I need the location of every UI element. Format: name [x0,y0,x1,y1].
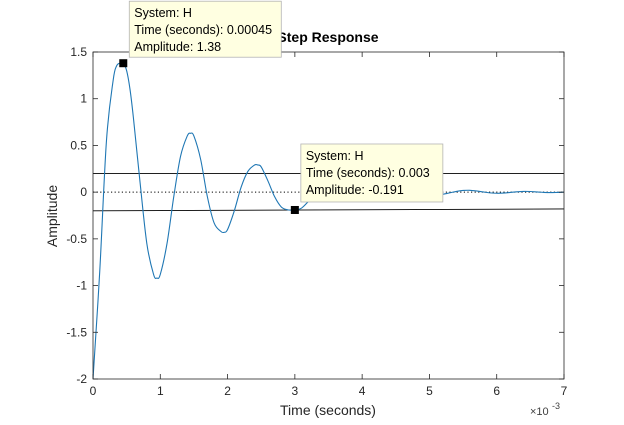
x-multiplier-base: ×10 [530,406,549,418]
datatip-line-1: System: H [306,149,364,163]
x-tick-label: 4 [359,384,366,398]
datatip-line-2: Time (seconds): 0.003 [306,166,430,180]
x-tick-label: 0 [90,384,97,398]
x-tick-label: 2 [224,384,231,398]
datatip-box[interactable] [300,143,444,203]
y-tick-label: 1.5 [70,45,87,59]
y-tick-label: 0 [80,185,87,199]
series-line-H[interactable] [93,61,564,379]
datatip-line-3: Amplitude: -0.191 [306,183,404,197]
x-tick-label: 7 [561,384,568,398]
x-multiplier-exponent: -3 [552,401,560,411]
axes-frame [92,51,565,380]
y-tick-label: 1 [80,92,87,106]
y-tick-label: -2 [76,372,87,386]
x-axis-label: Time (seconds) [280,402,376,418]
datatip-1[interactable]: System: H Time (seconds): 0.00045 Amplitud… [119,0,282,68]
datatip-marker[interactable] [119,59,128,68]
datatip-marker[interactable] [290,205,299,214]
datatip-line-1: System: H [134,6,192,20]
axes-area[interactable] [93,52,564,379]
x-tick-label: 6 [493,384,500,398]
x-tick-label: 1 [157,384,164,398]
datatip-2[interactable]: System: H Time (seconds): 0.003 Amplitude:… [290,143,444,214]
chart-title: Step Response [277,29,378,45]
datatip-line-2: Time (seconds): 0.00045 [134,23,272,37]
datatip-box[interactable] [128,0,282,58]
x-tick-label: 5 [426,384,433,398]
x-multiplier: ×10 -3 [530,401,560,418]
y-axis-label: Amplitude [44,185,60,247]
y-tick-label: 0.5 [70,138,87,152]
datatip-line-3: Amplitude: 1.38 [134,40,221,54]
x-tick-label: 3 [292,384,299,398]
y-tick-label: -0.5 [66,232,87,246]
y-tick-label: -1.5 [66,325,87,339]
y-tick-label: -1 [76,279,87,293]
